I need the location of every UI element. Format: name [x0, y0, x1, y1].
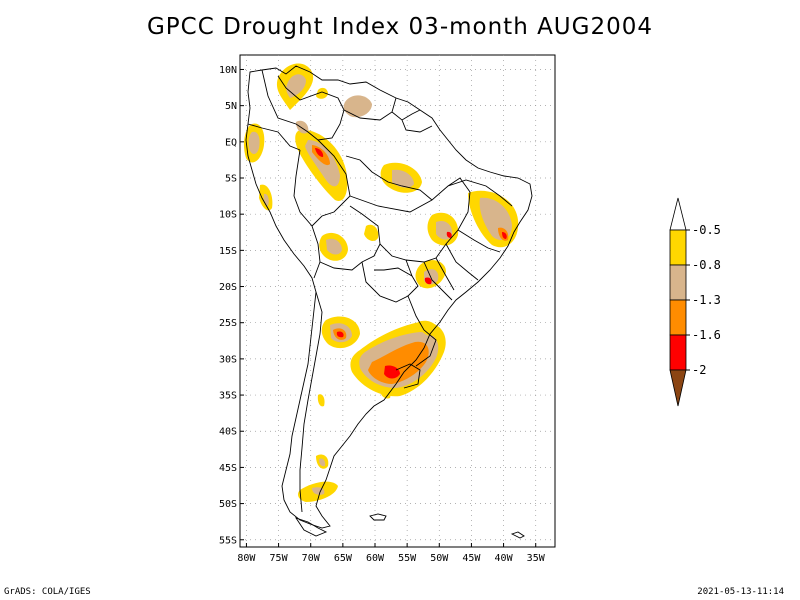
drought-area-buenos-aires — [380, 388, 391, 399]
drought-area-venezuela-east — [316, 87, 328, 99]
border-bolivia — [319, 205, 381, 271]
falklands — [369, 513, 387, 521]
lat-tick-label: 20S — [219, 282, 237, 293]
lon-tick-label: 40W — [495, 553, 514, 564]
lat-tick-label: 10N — [219, 65, 237, 76]
drought-area-nw-argentina-red — [336, 331, 344, 338]
lat-tick-label: 10S — [219, 210, 237, 221]
legend-label: -1.6 — [692, 328, 721, 342]
legend-label: -1.3 — [692, 293, 721, 307]
lon-tick-label: 65W — [334, 553, 353, 564]
lat-tick-label: 35S — [219, 391, 237, 402]
border-peru — [293, 149, 321, 279]
coastlines — [245, 65, 533, 539]
drought-area-patagonia-north-core — [319, 458, 326, 467]
border-venezuela — [343, 97, 397, 121]
drought-area-ecuador-core — [248, 131, 260, 154]
legend: -0.5 -0.8 -1.3 -1.6 -2 — [669, 197, 721, 407]
drought-area-amazon-central-tan — [392, 169, 414, 188]
lat-tick-label: 45S — [219, 463, 237, 474]
map-frame — [239, 54, 556, 548]
lat-tick-label: EQ — [225, 137, 237, 148]
grid-layer: 10N 5N EQ 5S 10S 15S 20S 25S 30S 35S 40S 45S 50S 55S8… — [219, 55, 555, 564]
lon-tick-label: 55W — [398, 553, 417, 564]
border-uruguay — [395, 363, 421, 389]
page-title: GPCC Drought Index 03-month AUG2004 — [146, 14, 654, 40]
border-guianas — [391, 109, 433, 133]
legend-bottom-arrow — [669, 369, 687, 407]
drought-area-guiana — [343, 95, 372, 118]
border-colombia — [261, 69, 345, 141]
drought-area-amazon-west-red — [315, 148, 324, 157]
lat-tick-label: 5N — [225, 101, 237, 112]
legend-swatch — [669, 334, 687, 371]
footer-timestamp: 2021-05-13-11:14 — [697, 587, 784, 597]
lat-tick-label: 40S — [219, 427, 237, 438]
drought-area-ne-brazil-red — [502, 232, 507, 239]
lon-tick-label: 60W — [366, 553, 385, 564]
border-ecuador — [247, 123, 301, 151]
legend-swatch — [669, 299, 687, 336]
legend-swatch — [669, 229, 687, 266]
drought-area-mato-grosso — [364, 224, 379, 241]
border-brazil-west — [311, 139, 351, 227]
border-chile-argentina — [299, 291, 323, 513]
border-argentina-brazil — [407, 295, 437, 367]
legend-swatch — [669, 264, 687, 301]
lon-tick-label: 50W — [430, 553, 449, 564]
legend-top-arrow — [669, 197, 687, 231]
drought-area-la-plata-orange — [368, 341, 429, 384]
footer-credit: GrADS: COLA/IGES — [4, 587, 91, 597]
lat-tick-label: 15S — [219, 246, 237, 257]
drought-area-sao-paulo-red — [424, 277, 432, 285]
lat-tick-label: 30S — [219, 354, 237, 365]
legend-label: -2 — [692, 363, 706, 377]
legend-label: -0.5 — [692, 223, 721, 237]
legend-label: -0.8 — [692, 258, 721, 272]
border-paraguay — [361, 261, 419, 303]
lon-tick-label: 75W — [270, 553, 289, 564]
lat-tick-label: 50S — [219, 499, 237, 510]
lon-tick-label: 45W — [462, 553, 481, 564]
lon-tick-label: 35W — [527, 553, 546, 564]
lon-tick-label: 70W — [302, 553, 321, 564]
lat-tick-label: 5S — [225, 174, 237, 185]
lat-tick-label: 25S — [219, 318, 237, 329]
drought-area-la-plata-red — [384, 365, 400, 379]
drought-area-bolivia-tan — [326, 238, 342, 255]
border-brazil-states — [345, 155, 513, 301]
drought-area-chile-coast — [317, 394, 325, 407]
lat-tick-label: 55S — [219, 535, 237, 546]
drought-area-rio-grande — [418, 320, 439, 336]
continent-outline — [245, 65, 533, 529]
tierra-del-fuego — [294, 517, 328, 537]
drought-shading — [243, 63, 519, 502]
south-georgia — [510, 531, 525, 539]
lon-tick-label: 80W — [237, 553, 256, 564]
drought-area-goias-red — [446, 231, 452, 238]
